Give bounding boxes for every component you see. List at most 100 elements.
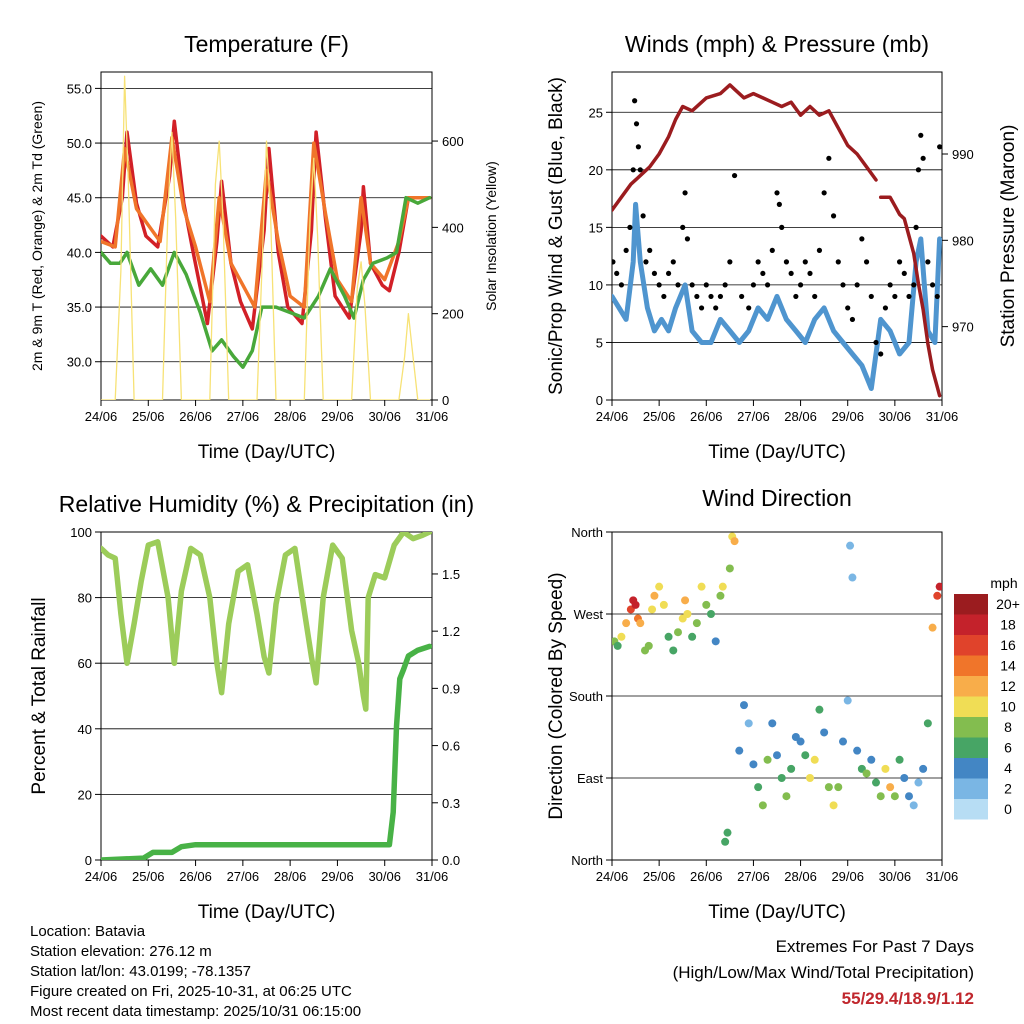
chart-panel-1: Temperature (F) 55.0 50.0 45.0 40.0 35.0 30.0 6… bbox=[29, 31, 499, 463]
y2-tick-label: 200 bbox=[442, 307, 464, 322]
y2-tick-label: 0.3 bbox=[442, 796, 460, 811]
direction-point bbox=[744, 719, 753, 728]
gust-point bbox=[703, 282, 709, 288]
direction-point bbox=[935, 582, 942, 591]
gust-point bbox=[635, 144, 642, 150]
direction-point bbox=[622, 619, 631, 628]
gust-point bbox=[727, 259, 733, 265]
y-tick-label: 15 bbox=[589, 220, 603, 235]
x-tick-label: 26/06 bbox=[179, 409, 212, 424]
direction-point bbox=[768, 719, 777, 728]
direction-point bbox=[721, 837, 730, 846]
y-tick-label: 100 bbox=[70, 525, 92, 540]
direction-point bbox=[754, 783, 763, 792]
data-layer bbox=[612, 532, 942, 846]
x-tick-label: 27/06 bbox=[227, 409, 260, 424]
gust-point bbox=[918, 132, 924, 138]
gust-point bbox=[633, 121, 640, 127]
direction-point bbox=[886, 783, 895, 792]
gust-point bbox=[651, 270, 658, 277]
direction-point bbox=[890, 792, 899, 801]
y2-tick-label: 600 bbox=[442, 134, 464, 149]
direction-point bbox=[688, 632, 697, 641]
gust-point bbox=[731, 172, 738, 179]
legend-swatch bbox=[954, 737, 988, 758]
y2-tick-label: 400 bbox=[442, 220, 464, 235]
plot-frame bbox=[100, 71, 433, 401]
speed-legend: mph 20+ 18 16 14 12 10 8 6 4 2 0 bbox=[954, 575, 1020, 820]
figure-created: Figure created on Fri, 2025-10-31, at 06… bbox=[30, 983, 352, 1000]
x-tick-label: 30/06 bbox=[368, 869, 401, 884]
legend-swatch bbox=[954, 758, 988, 779]
chart-title: Temperature (F) bbox=[184, 31, 349, 57]
direction-point bbox=[655, 582, 664, 591]
gust-point bbox=[793, 293, 799, 300]
x-tick-label: 28/06 bbox=[274, 409, 307, 424]
series-line-solar-insolation bbox=[101, 75, 431, 400]
chart-panel-3: Relative Humidity (%) & Precipitation (i… bbox=[29, 491, 474, 923]
legend-label: 12 bbox=[1000, 678, 1016, 694]
gust-point bbox=[937, 144, 942, 150]
y2-tick-label: 0.6 bbox=[442, 739, 460, 754]
direction-point bbox=[702, 600, 711, 609]
y-axis-label: Direction (Colored By Speed) bbox=[546, 572, 567, 819]
gust-point bbox=[713, 305, 719, 311]
direction-point bbox=[723, 828, 732, 837]
gust-point bbox=[920, 155, 926, 161]
legend-swatch bbox=[954, 778, 988, 799]
direction-point bbox=[644, 641, 653, 650]
direction-point bbox=[923, 719, 932, 728]
x-tick-label: 31/06 bbox=[926, 409, 959, 424]
direction-point bbox=[664, 632, 673, 641]
direction-point bbox=[853, 746, 862, 755]
legend-label: 6 bbox=[1004, 740, 1012, 756]
gust-point bbox=[845, 305, 851, 311]
direction-point bbox=[681, 596, 690, 605]
gust-point bbox=[840, 282, 846, 288]
extremes-subtitle: (High/Low/Max Wind/Total Precipitation) bbox=[672, 963, 974, 982]
gust-point bbox=[739, 293, 745, 300]
gust-point bbox=[694, 293, 700, 300]
gust-point bbox=[614, 270, 620, 277]
station-latlon: Station lat/lon: 43.0199; -78.1357 bbox=[30, 963, 252, 980]
gust-point bbox=[854, 282, 860, 288]
direction-point bbox=[716, 591, 725, 600]
y2-tick-label: 970 bbox=[952, 320, 974, 335]
chart-title: Relative Humidity (%) & Precipitation (i… bbox=[59, 491, 474, 517]
legend-swatch bbox=[954, 635, 988, 656]
y-axis-label: Sonic/Prop Wind & Gust (Blue, Black) bbox=[546, 77, 567, 395]
legend-label: 20+ bbox=[996, 596, 1020, 612]
gust-point bbox=[873, 339, 879, 346]
y-tick-label: 60 bbox=[78, 656, 92, 671]
x-tick-label: 25/06 bbox=[132, 409, 165, 424]
direction-point bbox=[928, 623, 937, 632]
gust-point bbox=[746, 305, 752, 311]
direction-point bbox=[730, 537, 739, 546]
direction-point bbox=[846, 541, 855, 550]
x-tick-label: 25/06 bbox=[643, 409, 676, 424]
x-axis-label: Time (Day/UTC) bbox=[198, 442, 336, 463]
legend-swatch bbox=[954, 614, 988, 635]
station-location: Location: Batavia bbox=[30, 923, 146, 940]
gust-point bbox=[797, 282, 804, 288]
series-line-total-rainfall bbox=[101, 643, 432, 860]
gust-point bbox=[882, 305, 889, 311]
y-tick-label: 50.0 bbox=[67, 136, 92, 151]
y-tick-label: 40.0 bbox=[67, 245, 92, 260]
chart-title: Wind Direction bbox=[702, 485, 852, 511]
direction-point bbox=[815, 705, 824, 714]
y2-tick-label: 0 bbox=[442, 393, 449, 408]
direction-point bbox=[735, 746, 744, 755]
gust-point bbox=[670, 259, 676, 265]
extremes-box: Extremes For Past 7 Days (High/Low/Max W… bbox=[673, 934, 974, 1012]
gust-point bbox=[643, 259, 649, 265]
gust-point bbox=[878, 351, 884, 357]
gust-point bbox=[830, 213, 837, 219]
chart-panel-2: Winds (mph) & Pressure (mb) 25 20 15 10 5 0 990… bbox=[546, 31, 1019, 463]
legend-label: 0 bbox=[1004, 801, 1012, 817]
direction-point bbox=[683, 610, 692, 618]
y-tick-label: 0 bbox=[596, 393, 603, 408]
x-tick-label: 27/06 bbox=[737, 409, 770, 424]
series-line-pressure bbox=[612, 83, 878, 212]
gust-point bbox=[647, 247, 653, 253]
